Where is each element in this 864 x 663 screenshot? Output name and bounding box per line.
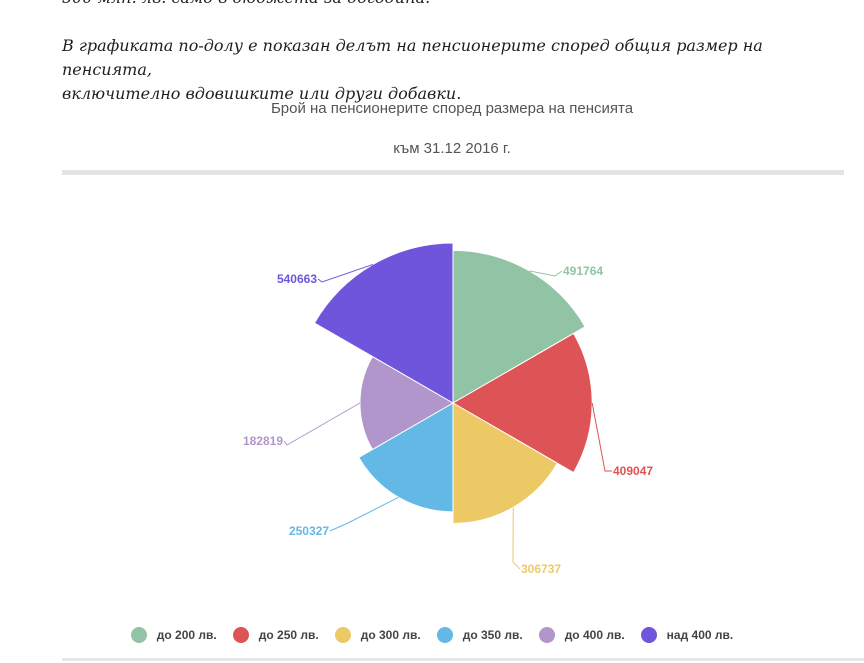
data-label-2: 409047: [613, 464, 653, 478]
intro-line-1: В графиката по-долу е показан делът на п…: [62, 36, 763, 79]
leader-line-4: [329, 496, 399, 532]
legend-item-3[interactable]: до 300 лв.: [334, 627, 421, 643]
leader-line-2: [591, 402, 612, 472]
legend-swatch: [334, 627, 351, 643]
legend-label: до 400 лв.: [564, 628, 625, 642]
data-label-3: 306737: [521, 562, 561, 576]
pie-slice-6[interactable]: [313, 242, 454, 404]
chart-title: Брой на пенсионерите според размера на п…: [270, 100, 634, 117]
legend-label: до 200 лв.: [156, 628, 217, 642]
data-label-5: 182819: [243, 434, 283, 448]
leader-line-3: [512, 507, 521, 570]
pie-slice-5[interactable]: [359, 355, 454, 451]
article-intro: В графиката по-долу е показан делът на п…: [62, 34, 852, 106]
intro-line-2: включително вдовишките или други добавки…: [62, 84, 462, 103]
chart-subtitle: към 31.12 2016 г.: [393, 140, 511, 157]
legend-label: до 350 лв.: [462, 628, 523, 642]
legend-swatch: [232, 627, 249, 643]
leader-line-6: [317, 263, 374, 283]
legend-item-4[interactable]: до 350 лв.: [436, 627, 523, 643]
legend-item-5[interactable]: до 400 лв.: [538, 627, 625, 643]
data-label-1: 491764: [563, 264, 603, 278]
legend-label: до 250 лв.: [258, 628, 319, 642]
chart-divider: [62, 170, 844, 175]
data-label-6: 540663: [277, 272, 317, 286]
legend-label: до 300 лв.: [360, 628, 421, 642]
data-label-4: 250327: [289, 524, 329, 538]
legend-swatch: [640, 627, 657, 643]
legend-swatch: [538, 627, 555, 643]
bottom-divider: [62, 658, 864, 661]
legend-swatch: [130, 627, 147, 643]
legend-item-2[interactable]: до 250 лв.: [232, 627, 319, 643]
leader-line-5: [283, 402, 361, 446]
article-text-cut: 500 млн. лв. само в бюджета за догодина.: [62, 0, 862, 8]
legend-label: над 400 лв.: [666, 628, 734, 642]
legend-item-6[interactable]: над 400 лв.: [640, 627, 734, 643]
chart-legend: до 200 лв. до 250 лв. до 300 лв. до 350 лв.…: [0, 627, 864, 643]
legend-item-1[interactable]: до 200 лв.: [130, 627, 217, 643]
legend-swatch: [436, 627, 453, 643]
pie-slice-2[interactable]: [452, 332, 593, 474]
leader-line-1: [529, 270, 563, 277]
